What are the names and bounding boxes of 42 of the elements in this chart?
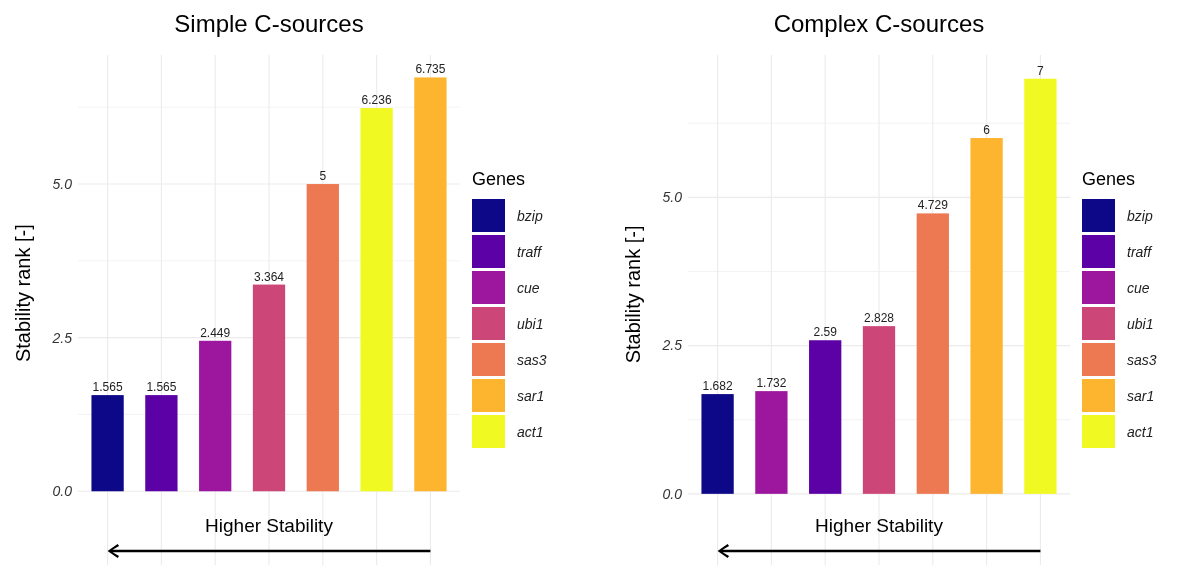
- legend-label: ubi1: [517, 315, 544, 332]
- data-label: 7: [1037, 63, 1045, 78]
- y-axis-title: Stability rank [-]: [622, 225, 644, 364]
- data-label: 6.236: [361, 93, 392, 108]
- legend-label: cue: [1127, 279, 1150, 296]
- data-label: 4.729: [917, 198, 949, 213]
- data-label: 1.565: [92, 380, 123, 395]
- y-tick-label: 0.0: [662, 485, 683, 502]
- legend-label: cue: [517, 279, 540, 296]
- legend-label: traff: [517, 243, 544, 260]
- data-label: 5: [319, 169, 327, 184]
- data-label: 2.828: [863, 311, 895, 326]
- legend-label: sas3: [517, 351, 547, 368]
- data-label: 1.565: [146, 380, 177, 395]
- chart-title: Complex C-sources: [773, 10, 985, 37]
- legend-label: sar1: [517, 387, 545, 404]
- data-label: 3.364: [253, 269, 285, 284]
- legend-label: traff: [1127, 243, 1154, 260]
- data-label: 2.449: [200, 325, 231, 340]
- y-tick-label: 5.0: [52, 175, 73, 192]
- legend-label: sar1: [1127, 387, 1155, 404]
- legend-label: act1: [517, 423, 544, 440]
- legend-label: sas3: [1127, 351, 1157, 368]
- data-label: 1.682: [702, 379, 733, 394]
- x-axis-title: Higher Stability: [205, 515, 334, 536]
- legend-label: bzip: [1127, 207, 1153, 224]
- data-label: 1.732: [756, 376, 787, 391]
- chart-title: Simple C-sources: [174, 10, 364, 37]
- y-tick-label: 2.5: [51, 329, 73, 346]
- data-label: 6: [983, 123, 991, 138]
- y-tick-label: 0.0: [52, 483, 73, 500]
- y-tick-label: 2.5: [661, 337, 683, 354]
- x-axis-title: Higher Stability: [815, 515, 944, 536]
- legend-title: Genes: [1082, 169, 1136, 189]
- y-axis-title: Stability rank [-]: [12, 224, 34, 363]
- data-label: 6.735: [415, 62, 446, 77]
- legend-title: Genes: [472, 169, 526, 189]
- data-label: 2.59: [813, 325, 838, 340]
- legend-label: act1: [1127, 423, 1154, 440]
- legend-label: ubi1: [1127, 315, 1154, 332]
- y-tick-label: 5.0: [662, 189, 683, 206]
- legend-label: bzip: [517, 207, 543, 224]
